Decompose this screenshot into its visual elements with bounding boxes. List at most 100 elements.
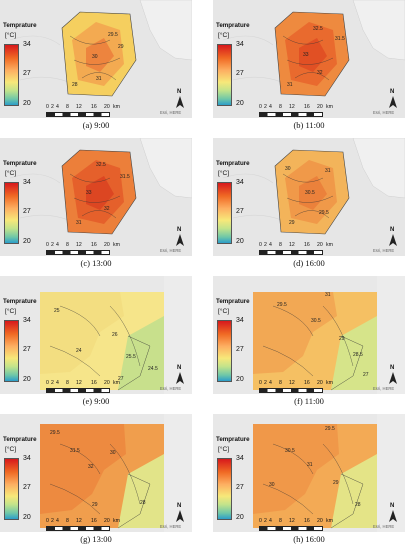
contour-label: 25 (54, 308, 60, 314)
contour-label: 31.5 (70, 448, 80, 454)
scale-tick: 2 (51, 380, 54, 386)
map-panel-a: 29.5 29 30 31 28 Temprature [°C] 34 27 2… (0, 0, 192, 131)
contour-labels-f: 31 30.5 29 28.5 27 29.5 (277, 292, 369, 378)
legend-unit: [°C] (218, 170, 230, 177)
contour-label: 27 (118, 376, 124, 382)
north-arrow-icon: N (174, 365, 186, 384)
contour-label: 31 (325, 292, 331, 298)
scale-tick: 0 (259, 242, 262, 248)
scale-tick: 2 (51, 104, 54, 110)
legend-tick-mid: 27 (23, 346, 31, 353)
panel-caption: (g) 13:00 (80, 534, 112, 544)
temperature-legend: Temprature [°C] 34 27 20 (3, 436, 43, 526)
scale-tick: 2 (264, 104, 267, 110)
temperature-legend: Temprature [°C] 34 27 20 (216, 298, 256, 388)
panel-caption: (h) 16:00 (293, 534, 325, 544)
contour-label: 31.5 (120, 174, 130, 180)
map-panel-e: 25 26 24 25.5 24.5 27 Temprature [°C] 34… (0, 276, 192, 407)
contour-label: 29 (118, 44, 124, 50)
scale-tick: 0 (259, 380, 262, 386)
basemap-c (0, 138, 192, 256)
north-label: N (390, 89, 395, 95)
contour-label: 33 (86, 190, 92, 196)
scale-tick: 8 (279, 518, 282, 524)
legend-title: Temprature (3, 436, 37, 443)
contour-label: 28.5 (353, 352, 363, 358)
basemap-f (213, 276, 405, 394)
legend-tick-min: 20 (23, 100, 31, 107)
scale-tick: 8 (279, 104, 282, 110)
scale-bar-line (259, 112, 323, 117)
contour-label: 32.5 (313, 26, 323, 32)
contour-label: 29.5 (108, 32, 118, 38)
temperature-legend: Temprature [°C] 34 27 20 (216, 160, 256, 250)
scale-tick: 20 (317, 380, 323, 386)
legend-tick-max: 34 (236, 317, 244, 324)
scale-tick: 16 (304, 380, 310, 386)
legend-unit: [°C] (5, 170, 17, 177)
scale-tick: 12 (76, 242, 82, 248)
scale-tick: 4 (56, 380, 59, 386)
scale-bar-line (46, 388, 110, 393)
scale-bar-line (259, 526, 323, 531)
contour-label: 29.5 (325, 426, 335, 432)
contour-label: 28 (72, 82, 78, 88)
contour-label: 29.5 (319, 210, 329, 216)
panel-caption: (c) 13:00 (80, 258, 112, 268)
contour-label: 29.5 (50, 430, 60, 436)
scale-unit: km (113, 242, 120, 248)
legend-tick-min: 20 (236, 100, 244, 107)
scale-bar-line (46, 526, 110, 531)
scale-tick: 8 (66, 518, 69, 524)
scale-bar: 0 2 4 8 12 16 20 km (259, 518, 335, 532)
basemap-a (0, 0, 192, 118)
scale-tick: 0 (259, 104, 262, 110)
basemap-b (213, 0, 405, 118)
map-panel-b: 32.5 31.5 33 32 31 Temprature [°C] 34 27… (213, 0, 405, 131)
panel-caption: (a) 9:00 (82, 120, 110, 130)
legend-unit: [°C] (218, 32, 230, 39)
contour-label: 30.5 (305, 190, 315, 196)
legend-tick-min: 20 (236, 238, 244, 245)
legend-color-ramp (4, 44, 19, 106)
basemap-e (0, 276, 192, 394)
contour-label: 29 (289, 220, 295, 226)
scale-tick: 8 (66, 242, 69, 248)
legend-unit: [°C] (218, 308, 230, 315)
contour-labels-b: 32.5 31.5 33 32 31 (287, 26, 345, 88)
legend-title: Temprature (216, 160, 250, 167)
scale-tick: 12 (76, 104, 82, 110)
map-area: 31 30.5 29 28.5 27 29.5 Temprature [°C] … (213, 276, 405, 394)
scale-tick: 2 (264, 518, 267, 524)
basemap-h (213, 414, 405, 532)
contour-label: 32 (88, 464, 94, 470)
scale-tick: 12 (289, 380, 295, 386)
scale-tick: 16 (304, 242, 310, 248)
legend-title: Temprature (3, 160, 37, 167)
legend-tick-min: 20 (236, 514, 244, 521)
map-panel-f: 31 30.5 29 28.5 27 29.5 Temprature [°C] … (213, 276, 405, 407)
scale-tick: 12 (289, 518, 295, 524)
north-arrow-icon: N (174, 503, 186, 522)
scale-tick: 4 (269, 518, 272, 524)
map-panel-h: 29.5 30.5 31 29 28 30 Temprature [°C] 34… (213, 414, 405, 545)
contour-label: 33 (303, 52, 309, 58)
legend-tick-max: 34 (23, 317, 31, 324)
legend-tick-mid: 27 (236, 484, 244, 491)
contour-label: 30 (92, 54, 98, 60)
scale-tick: 0 (46, 518, 49, 524)
contour-label: 31 (287, 82, 293, 88)
scale-tick: 16 (91, 518, 97, 524)
scale-tick: 8 (66, 104, 69, 110)
legend-tick-mid: 27 (23, 70, 31, 77)
scale-tick: 20 (317, 518, 323, 524)
contour-label: 27 (363, 372, 369, 378)
north-label: N (177, 227, 182, 233)
legend-color-ramp (217, 320, 232, 382)
map-area: 30 31 30.5 29.5 29 Temprature [°C] 34 27… (213, 138, 405, 256)
map-area: 25 26 24 25.5 24.5 27 Temprature [°C] 34… (0, 276, 192, 394)
legend-unit: [°C] (218, 446, 230, 453)
legend-tick-mid: 27 (236, 208, 244, 215)
map-area: 29.5 31.5 30 32 28 29 Temprature [°C] 34… (0, 414, 192, 532)
scale-unit: km (113, 104, 120, 110)
